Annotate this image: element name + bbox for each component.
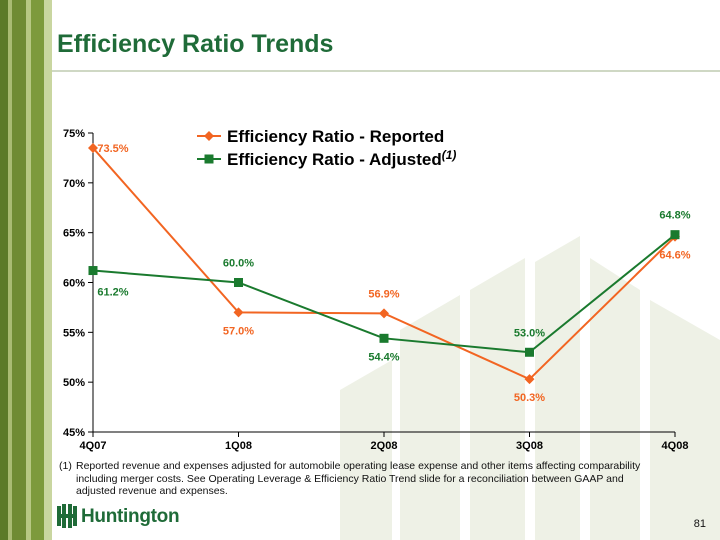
legend-item: Efficiency Ratio - Reported bbox=[197, 127, 444, 146]
y-tick-label: 70% bbox=[63, 178, 85, 190]
stripe bbox=[8, 0, 12, 540]
stripe bbox=[26, 0, 31, 540]
data-point-diamond bbox=[379, 308, 389, 319]
watermark-shape bbox=[650, 300, 720, 540]
data-point-square bbox=[234, 278, 243, 287]
watermark-shape bbox=[535, 236, 580, 540]
title-divider bbox=[52, 70, 720, 72]
footnote-text: Reported revenue and expenses adjusted f… bbox=[76, 460, 641, 497]
data-label: 64.6% bbox=[659, 250, 690, 262]
data-point-diamond bbox=[88, 142, 98, 153]
watermark-shape bbox=[590, 258, 640, 540]
chart-axes: 45% 50% 55% 60% 65% 70% 75% 4Q07 1Q08 2Q08 3Q08 4Q0… bbox=[63, 128, 688, 452]
series-adjusted: 61.2% 60.0% 54.4% 53.0% 64.8% bbox=[88, 210, 691, 363]
chart-legend: Efficiency Ratio - Reported Efficiency Ra… bbox=[197, 127, 456, 169]
footnote: (1) Reported revenue and expenses adjust… bbox=[59, 460, 659, 498]
y-tick-label: 65% bbox=[63, 228, 85, 240]
page-number: 81 bbox=[693, 518, 706, 530]
huntington-logo-icon bbox=[57, 504, 77, 528]
side-stripes-decoration bbox=[0, 0, 52, 540]
legend-marker-square bbox=[204, 154, 214, 164]
footnote-number: (1) bbox=[59, 460, 72, 472]
legend-marker-diamond bbox=[204, 131, 214, 141]
slide-title: Efficiency Ratio Trends bbox=[57, 30, 334, 58]
data-label: 57.0% bbox=[223, 325, 254, 337]
x-tick-label: 4Q07 bbox=[80, 440, 107, 452]
stripe bbox=[12, 0, 26, 540]
legend-footnote-marker: (1) bbox=[442, 148, 457, 162]
series-line bbox=[92, 147, 676, 381]
stripe bbox=[44, 0, 52, 540]
watermark-shape bbox=[340, 360, 392, 540]
data-point-square bbox=[525, 347, 534, 357]
data-label: 56.9% bbox=[368, 288, 399, 300]
series-reported: 73.5% 57.0% 56.9% 50.3% 64.6% bbox=[88, 142, 691, 404]
stripe bbox=[31, 0, 44, 540]
background-watermark bbox=[340, 236, 720, 540]
x-tick-label: 1Q08 bbox=[225, 440, 252, 452]
logo-wordmark: Huntington bbox=[81, 506, 180, 527]
data-point-square bbox=[670, 230, 680, 240]
data-label: 60.0% bbox=[223, 258, 254, 270]
watermark-shape bbox=[400, 295, 460, 540]
stripe bbox=[0, 0, 8, 540]
data-label: 73.5% bbox=[97, 143, 128, 155]
data-point-diamond bbox=[524, 374, 535, 385]
data-label: 53.0% bbox=[514, 327, 545, 339]
data-point-square bbox=[379, 333, 389, 343]
huntington-logo: Huntington bbox=[56, 503, 186, 531]
data-point-square bbox=[88, 266, 98, 276]
x-tick-label: 4Q08 bbox=[662, 440, 689, 452]
data-point-diamond bbox=[233, 307, 244, 318]
y-tick-label: 60% bbox=[63, 278, 85, 290]
x-tick-label: 2Q08 bbox=[371, 440, 398, 452]
y-tick-label: 75% bbox=[63, 128, 85, 140]
legend-label: Efficiency Ratio - Reported bbox=[227, 127, 444, 146]
watermark-shape bbox=[470, 258, 525, 540]
y-tick-label: 50% bbox=[63, 377, 85, 389]
data-label: 50.3% bbox=[514, 392, 545, 404]
data-label: 64.8% bbox=[659, 210, 690, 222]
y-tick-label: 55% bbox=[63, 327, 85, 339]
data-label: 54.4% bbox=[368, 351, 399, 363]
y-tick-label: 45% bbox=[63, 427, 85, 439]
legend-label: Efficiency Ratio - Adjusted(1) bbox=[227, 148, 456, 169]
series-layer: 73.5% 57.0% 56.9% 50.3% 64.6% 61.2% 60.0% 54.4%… bbox=[88, 142, 691, 404]
legend-item: Efficiency Ratio - Adjusted(1) bbox=[197, 148, 456, 169]
data-label: 61.2% bbox=[97, 287, 128, 299]
x-tick-label: 3Q08 bbox=[516, 440, 543, 452]
